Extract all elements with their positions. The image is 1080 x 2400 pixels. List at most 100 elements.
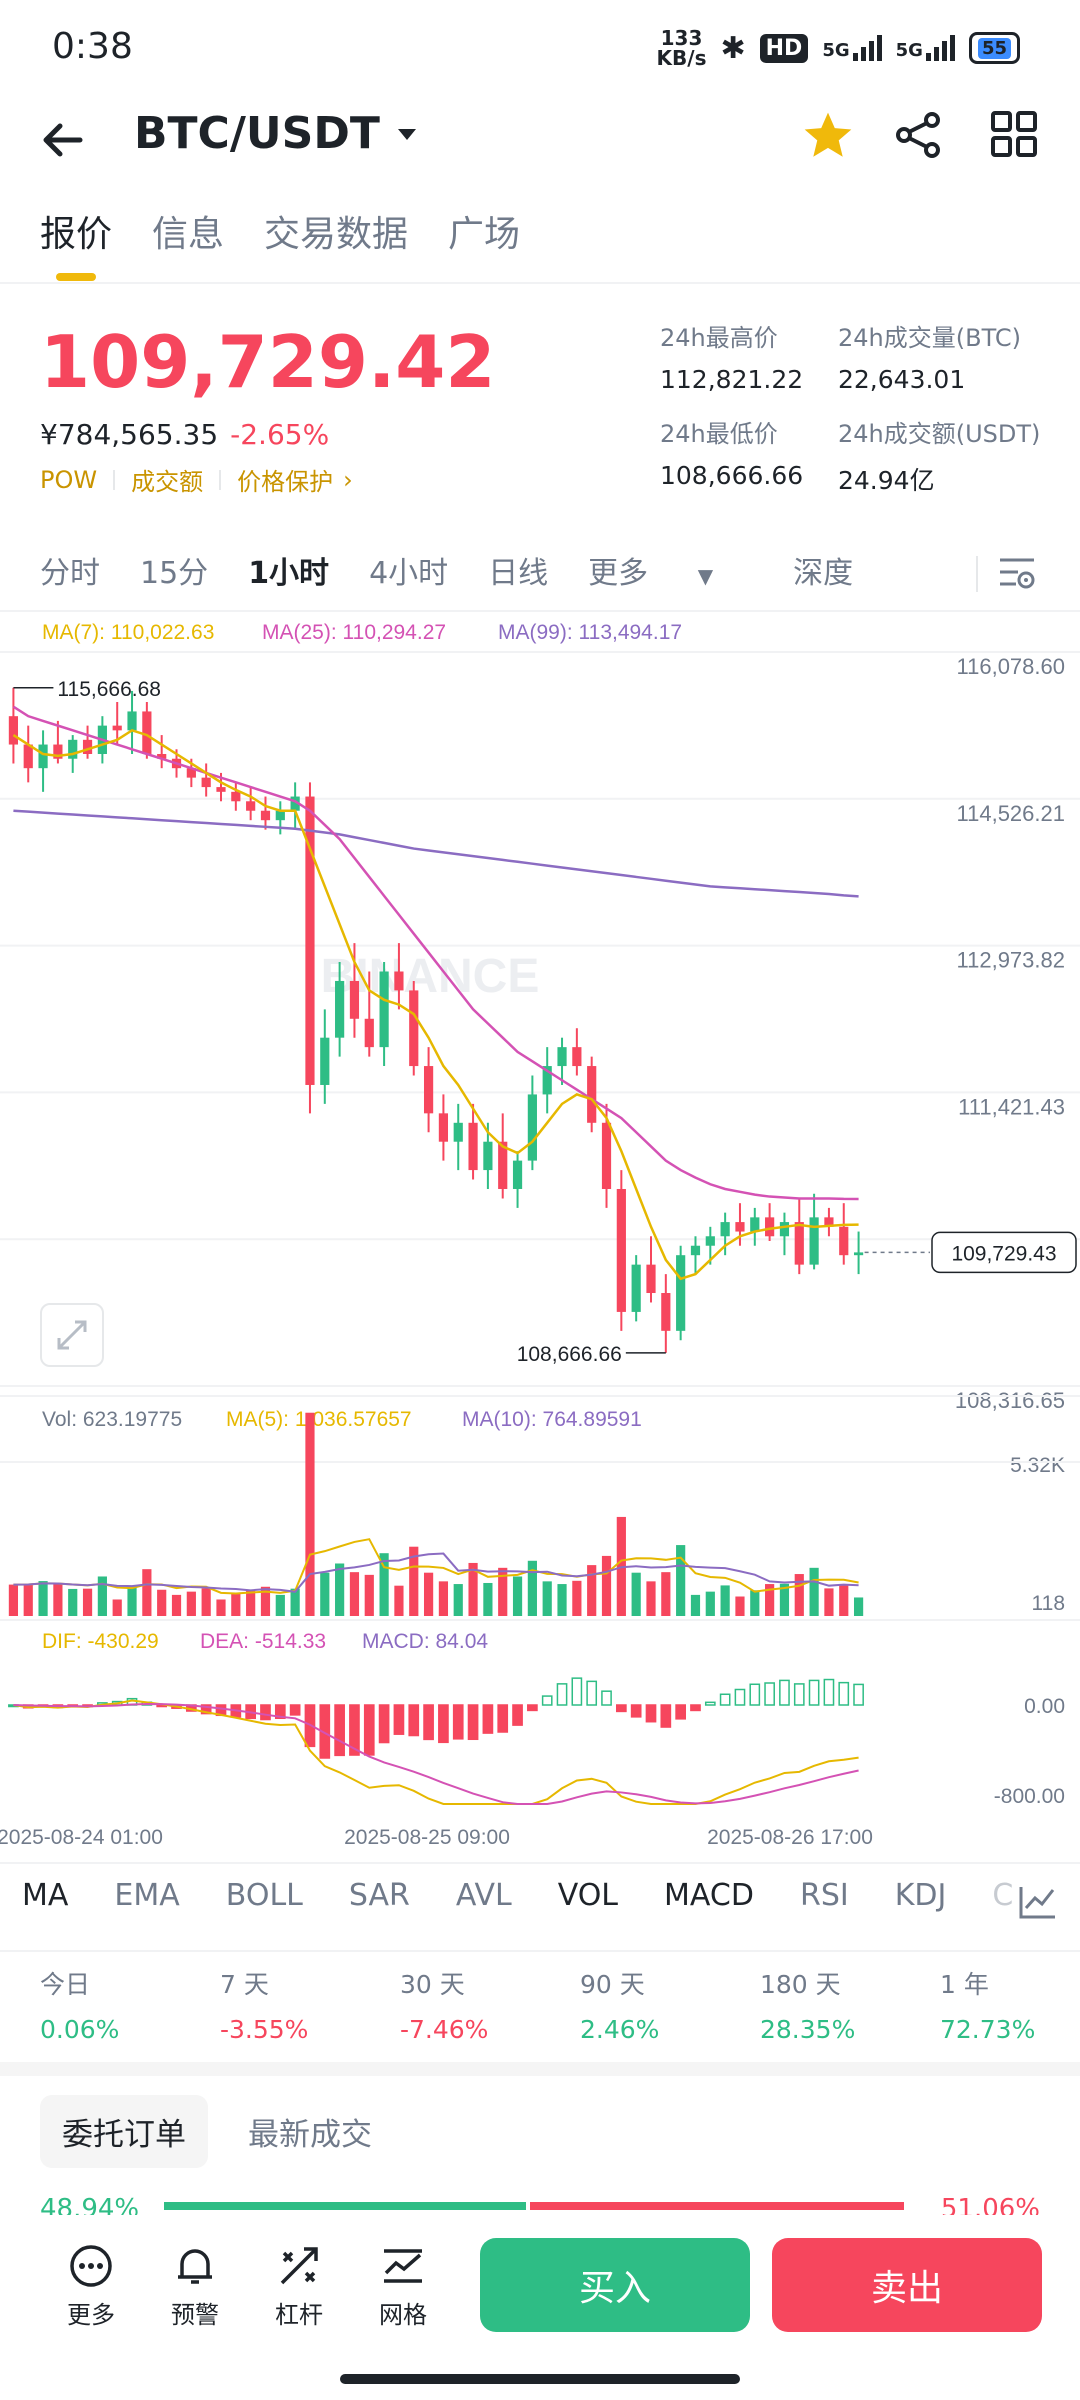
candle-body: [587, 1066, 597, 1123]
candle-body: [82, 739, 93, 754]
ask-percent: 51.06%: [940, 2194, 1040, 2218]
macd-histogram-bar: [438, 1704, 449, 1744]
grid-menu-button[interactable]: [990, 110, 1038, 162]
candle-body: [349, 980, 360, 1019]
tab-trading-data[interactable]: 交易数据: [264, 214, 409, 255]
back-arrow-icon: [43, 123, 83, 157]
interval-1d[interactable]: 日线: [488, 556, 549, 591]
indicator-kdj[interactable]: KDJ: [894, 1878, 947, 1913]
tag-pow[interactable]: POW: [40, 465, 98, 494]
macd-histogram-bar: [363, 1704, 375, 1756]
nav-grid[interactable]: 网格: [368, 2243, 438, 2330]
candle-body: [839, 1226, 849, 1256]
volume-bar: [631, 1572, 641, 1616]
macd-histogram-bar: [645, 1704, 657, 1723]
volume-bar: [305, 1412, 315, 1616]
indicator-boll[interactable]: BOLL: [225, 1878, 303, 1913]
macd-histogram-bar: [512, 1704, 523, 1726]
status-bar: 0:38 133 KB/s ✱ HD 5G 5G 55: [0, 0, 1080, 100]
interval-more[interactable]: 更多 ▼: [588, 556, 714, 591]
volume-bar: [364, 1574, 374, 1616]
candle-body: [690, 1245, 701, 1256]
candle-body: [409, 990, 419, 1067]
volume-bar: [275, 1594, 285, 1616]
chart-settings-button[interactable]: [996, 552, 1038, 598]
home-indicator: [340, 2374, 740, 2384]
interval-depth[interactable]: 深度: [793, 556, 854, 591]
interval-1h[interactable]: 1小时: [248, 556, 330, 591]
nav-alert[interactable]: 预警: [160, 2243, 230, 2330]
sell-button[interactable]: 卖出: [772, 2238, 1042, 2332]
candle-body: [498, 1141, 508, 1189]
indicator-ema[interactable]: EMA: [114, 1878, 180, 1913]
tab-info[interactable]: 信息: [152, 214, 225, 255]
share-button[interactable]: [894, 110, 944, 164]
interval-timeline[interactable]: 分时: [40, 556, 100, 591]
favorite-button[interactable]: [800, 108, 856, 168]
tab-open-orders[interactable]: 委托订单: [40, 2095, 208, 2168]
interval-4h[interactable]: 4小时: [369, 556, 449, 591]
buy-button[interactable]: 买入: [480, 2238, 750, 2332]
tab-latest-trades[interactable]: 最新成交: [248, 2117, 372, 2153]
vol-ma5-legend: MA(5): 1,036.57657: [226, 1408, 412, 1431]
candle-body: [260, 810, 271, 821]
macd-histogram-bar: [853, 1683, 864, 1706]
volume-bar: [142, 1569, 152, 1616]
volume-bar: [438, 1581, 449, 1616]
bluetooth-icon: ✱: [720, 30, 746, 66]
signal-icon-2: 5G: [896, 35, 955, 61]
interval-15m[interactable]: 15分: [140, 556, 209, 591]
volume-bar: [690, 1594, 701, 1616]
price-chart[interactable]: 116,078.60 114,526.21 112,973.82 111,421.43…: [0, 612, 1080, 1852]
tab-quote[interactable]: 报价: [40, 205, 112, 281]
candle-body: [750, 1217, 760, 1232]
ma25-line: [12, 705, 859, 1201]
volume-bar: [483, 1582, 493, 1616]
vol-ma10-legend: MA(10): 764.89591: [462, 1408, 642, 1431]
expand-chart-button[interactable]: [40, 1303, 104, 1367]
macd-histogram-bar: [467, 1704, 479, 1741]
x-tick-label: 2025-08-26 17:00: [707, 1826, 873, 1849]
macd-histogram-bar: [808, 1679, 820, 1706]
status-icons: 133 KB/s ✱ HD 5G 5G 55: [657, 28, 1020, 68]
divider: [0, 282, 1080, 284]
divider: [0, 1950, 1080, 1952]
expand-icon: [57, 1320, 87, 1350]
ma25-legend: MA(25): 110,294.27: [262, 621, 446, 644]
indicator-more[interactable]: C: [992, 1878, 1014, 1913]
indicator-vol[interactable]: VOL: [557, 1878, 619, 1913]
macd-histogram-bar: [704, 1701, 716, 1706]
macd-histogram-bar: [556, 1683, 568, 1706]
nav-more[interactable]: 更多: [56, 2243, 126, 2330]
candle-body: [468, 1122, 478, 1171]
tab-square[interactable]: 广场: [448, 214, 521, 255]
volume-bar: [423, 1572, 434, 1616]
indicator-avl[interactable]: AVL: [455, 1878, 512, 1913]
nav-leverage[interactable]: 杠杆: [264, 2243, 334, 2330]
indicator-rsi[interactable]: RSI: [799, 1878, 849, 1913]
volume-bar: [394, 1585, 404, 1616]
volume-bar: [572, 1580, 582, 1616]
tag-price-protection[interactable]: 价格保护: [237, 468, 334, 496]
perf-7d: 7 天 -3.55%: [220, 1970, 309, 2044]
y-tick-label: 108,316.65: [955, 1388, 1065, 1413]
candle-body: [127, 711, 137, 731]
tag-turnover[interactable]: 成交额: [131, 468, 204, 496]
pair-selector[interactable]: BTC/USDT: [134, 108, 422, 159]
macd-histogram-bar: [527, 1704, 538, 1712]
y-tick-label: 116,078.60: [957, 654, 1065, 679]
indicator-settings-button[interactable]: [1018, 1884, 1058, 1924]
volume-bar: [82, 1588, 93, 1616]
candle-body: [320, 1037, 330, 1085]
bid-bar: [164, 2202, 527, 2210]
candle-body: [8, 716, 19, 745]
indicator-sar[interactable]: SAR: [348, 1878, 410, 1913]
candle-body: [735, 1222, 745, 1232]
indicator-macd[interactable]: MACD: [664, 1878, 754, 1913]
orderbook-tabs: 委托订单 最新成交: [40, 2095, 372, 2168]
volume-bar: [587, 1565, 597, 1616]
back-button[interactable]: [38, 112, 94, 168]
indicator-ma[interactable]: MA: [22, 1878, 69, 1913]
candle-body: [305, 796, 315, 1085]
macd-histogram-bar: [719, 1693, 731, 1706]
